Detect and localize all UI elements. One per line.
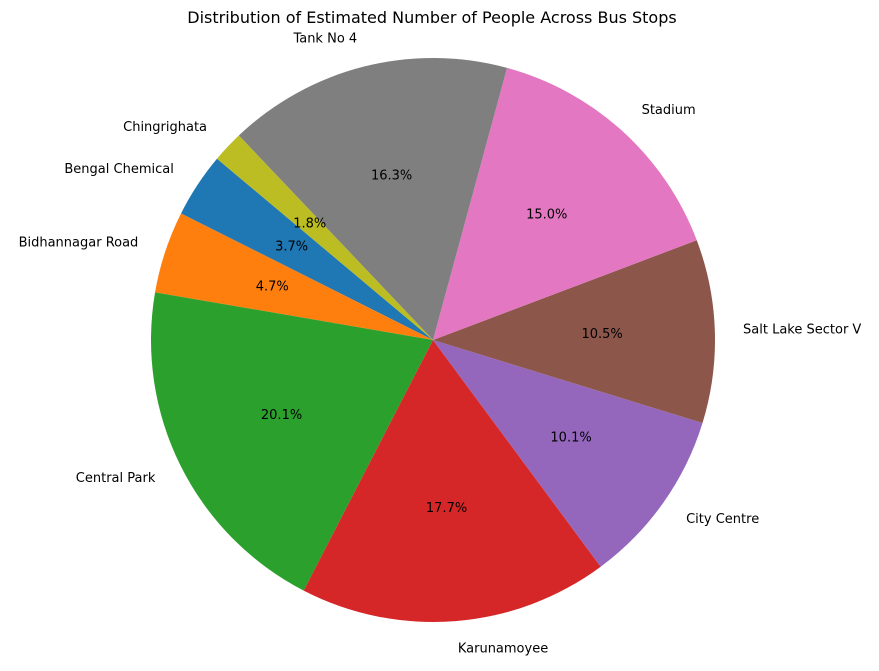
percent-label-central-park: 20.1% xyxy=(261,408,302,423)
chart-title: Distribution of Estimated Number of Peop… xyxy=(187,8,676,27)
slice-labels: Bengal Chemical Bidhannagar Road Central P… xyxy=(19,32,862,657)
percent-label-salt-lake-sector-v: 10.5% xyxy=(581,327,622,342)
pie-slice-bidhannagar-road xyxy=(155,213,433,340)
slice-label-bengal-chemical: Bengal Chemical xyxy=(64,162,173,177)
percent-label-tank-no-4: 16.3% xyxy=(371,168,412,183)
percent-label-bidhannagar-road: 4.7% xyxy=(256,280,289,295)
pie-slice-karunamoyee xyxy=(303,340,601,622)
slice-label-karunamoyee: Karunamoyee xyxy=(458,642,548,657)
slice-label-salt-lake-sector-v: Salt Lake Sector V xyxy=(743,323,861,338)
pie-slice-bengal-chemical xyxy=(180,158,433,340)
percent-label-city-centre: 10.1% xyxy=(550,430,591,445)
pie-slice-stadium xyxy=(433,67,697,341)
slice-label-city-centre: City Centre xyxy=(686,512,759,527)
percent-label-stadium: 15.0% xyxy=(526,207,567,222)
slice-label-bidhannagar-road: Bidhannagar Road xyxy=(19,236,139,251)
pie-slice-central-park xyxy=(151,292,434,591)
percent-label-karunamoyee: 17.7% xyxy=(426,501,467,516)
percent-labels: 3.7% 4.7% 20.1% 17.7% 10.1% 10.5% 15.0% 16.3% 1.… xyxy=(256,168,623,516)
percent-label-bengal-chemical: 3.7% xyxy=(275,240,308,255)
slice-label-chingrighata: Chingrighata xyxy=(123,120,207,135)
pie-slice-chingrighata xyxy=(216,135,433,340)
pie-slices xyxy=(151,58,715,622)
slice-label-central-park: Central Park xyxy=(76,471,156,486)
pie-slice-salt-lake-sector-v xyxy=(433,240,715,423)
slice-label-tank-no-4: Tank No 4 xyxy=(292,32,357,47)
percent-label-chingrighata: 1.8% xyxy=(293,217,326,232)
pie-slice-city-centre xyxy=(433,340,703,567)
pie-slice-tank-no-4 xyxy=(238,58,508,341)
slice-label-stadium: Stadium xyxy=(642,103,696,118)
